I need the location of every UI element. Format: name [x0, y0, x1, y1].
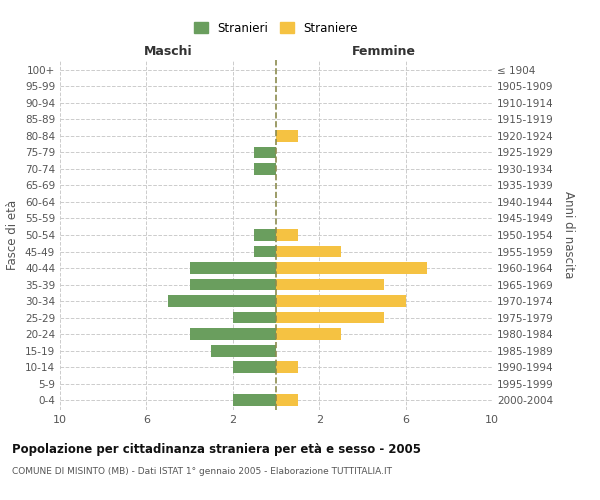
Bar — [276, 246, 341, 258]
Bar — [276, 394, 298, 406]
Bar — [276, 278, 384, 290]
Bar — [190, 262, 276, 274]
Bar — [190, 278, 276, 290]
Text: Femmine: Femmine — [352, 46, 416, 59]
Bar — [254, 246, 276, 258]
Bar — [254, 146, 276, 158]
Text: Popolazione per cittadinanza straniera per età e sesso - 2005: Popolazione per cittadinanza straniera p… — [12, 442, 421, 456]
Text: COMUNE DI MISINTO (MB) - Dati ISTAT 1° gennaio 2005 - Elaborazione TUTTITALIA.IT: COMUNE DI MISINTO (MB) - Dati ISTAT 1° g… — [12, 468, 392, 476]
Bar — [190, 328, 276, 340]
Text: Maschi: Maschi — [143, 46, 193, 59]
Bar — [254, 163, 276, 175]
Bar — [254, 229, 276, 241]
Bar — [233, 394, 276, 406]
Legend: Stranieri, Straniere: Stranieri, Straniere — [189, 17, 363, 40]
Bar — [233, 361, 276, 373]
Bar — [276, 361, 298, 373]
Bar — [211, 344, 276, 356]
Bar — [168, 295, 276, 307]
Bar — [276, 295, 406, 307]
Bar — [276, 328, 341, 340]
Bar — [276, 262, 427, 274]
Bar — [233, 312, 276, 324]
Bar — [276, 130, 298, 142]
Y-axis label: Fasce di età: Fasce di età — [7, 200, 19, 270]
Bar — [276, 229, 298, 241]
Bar — [276, 312, 384, 324]
Y-axis label: Anni di nascita: Anni di nascita — [562, 192, 575, 278]
